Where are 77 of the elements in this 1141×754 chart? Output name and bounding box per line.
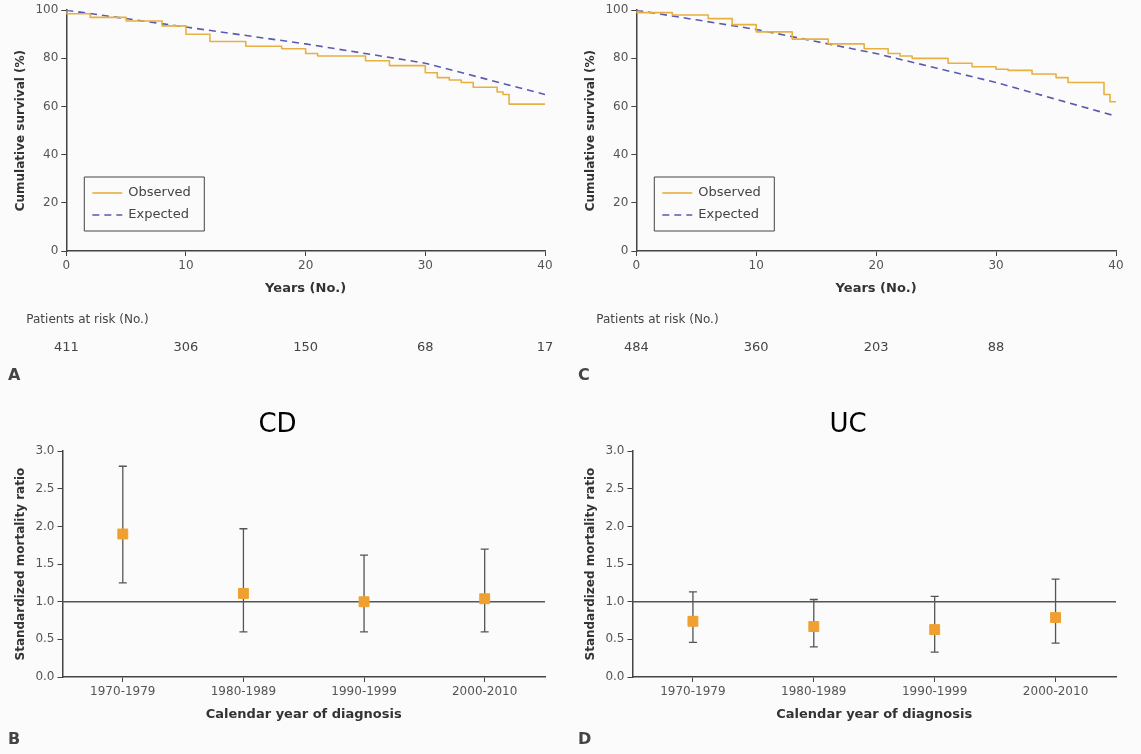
x-tick-label: 1980-1989: [210, 684, 277, 699]
legend-label: Observed: [128, 184, 191, 200]
legend-label: Observed: [698, 184, 761, 200]
y-tick-label: 2.0: [35, 518, 55, 533]
y-tick-label: 2.0: [605, 518, 625, 533]
text: 150: [293, 339, 319, 355]
point: [479, 593, 491, 605]
text: 17: [536, 339, 554, 355]
y-tick-label: 60: [43, 98, 59, 113]
legend-label: Expected: [698, 206, 759, 222]
x-tick-label: 1980-1989: [781, 684, 847, 699]
y-tick-label: 100: [35, 2, 59, 17]
y-tick-label: 0.5: [605, 631, 625, 646]
point: [358, 596, 370, 608]
legend-label: Expected: [128, 206, 189, 222]
y-tick-label: 0.5: [35, 631, 55, 646]
x-tick-label: 20: [868, 258, 884, 273]
point: [117, 528, 129, 540]
y-tick-label: 1.0: [605, 593, 625, 608]
text: 360: [743, 339, 769, 355]
x-axis-title: Years (No.): [834, 279, 917, 295]
x-tick-label: 2000-2010: [451, 684, 518, 699]
y-tick-label: 40: [613, 146, 629, 161]
y-tick-label: 80: [613, 50, 629, 65]
text: 306: [173, 339, 199, 355]
text: 88: [987, 339, 1005, 355]
y-axis-title: Cumulative survival (%): [583, 49, 598, 212]
y-tick-label: 3.0: [35, 443, 55, 458]
y-axis-title: Cumulative survival (%): [13, 49, 28, 212]
x-axis-title: Years (No.): [264, 279, 347, 295]
chart-title: UC: [829, 408, 867, 439]
x-tick-label: 30: [417, 258, 433, 273]
text: 203: [863, 339, 889, 355]
y-tick-label: 1.5: [605, 556, 625, 571]
x-tick-label: 1990-1999: [331, 684, 397, 699]
y-tick-label: 2.5: [605, 480, 625, 495]
x-tick-label: 1970-1979: [660, 684, 726, 699]
x-tick-label: 0: [62, 258, 71, 273]
y-tick-label: 20: [613, 194, 629, 209]
y-tick-label: 0.0: [605, 669, 625, 684]
y-tick-label: 0: [620, 243, 629, 258]
x-tick-label: 1970-1979: [90, 684, 156, 699]
text: C: [578, 365, 590, 385]
x-tick-label: 30: [988, 258, 1004, 273]
y-tick-label: 3.0: [605, 443, 625, 458]
x-tick-label: 2000-2010: [1022, 684, 1089, 699]
text: B: [8, 729, 21, 749]
y-tick-label: 1.0: [35, 593, 55, 608]
x-axis-title: Calendar year of diagnosis: [776, 705, 973, 721]
text: Patients at risk (No.): [26, 312, 149, 327]
y-axis-title: Standardized mortality ratio: [583, 467, 598, 661]
chart-title: CD: [258, 408, 297, 439]
y-tick-label: 100: [605, 2, 629, 17]
x-tick-label: 20: [298, 258, 314, 273]
text: D: [578, 729, 592, 749]
x-tick-label: 10: [178, 258, 194, 273]
point: [237, 588, 249, 599]
x-tick-label: 40: [537, 258, 553, 273]
y-tick-label: 80: [43, 50, 59, 65]
y-tick-label: 60: [613, 98, 629, 113]
y-tick-label: 0: [50, 243, 59, 258]
text: 411: [53, 339, 79, 355]
text: Patients at risk (No.): [596, 312, 719, 327]
x-tick-label: 10: [748, 258, 764, 273]
y-tick-label: 1.5: [35, 556, 55, 571]
text: 68: [417, 339, 434, 355]
text: A: [8, 365, 21, 385]
text: 484: [623, 339, 649, 355]
x-axis-title: Calendar year of diagnosis: [205, 705, 402, 721]
y-tick-label: 0.0: [35, 669, 55, 684]
y-axis-title: Standardized mortality ratio: [13, 467, 28, 661]
y-tick-label: 20: [43, 194, 59, 209]
y-tick-label: 2.5: [35, 480, 55, 495]
x-tick-label: 1990-1999: [901, 684, 968, 699]
y-tick-label: 40: [43, 146, 59, 161]
x-tick-label: 0: [632, 258, 641, 273]
x-tick-label: 40: [1108, 258, 1124, 273]
